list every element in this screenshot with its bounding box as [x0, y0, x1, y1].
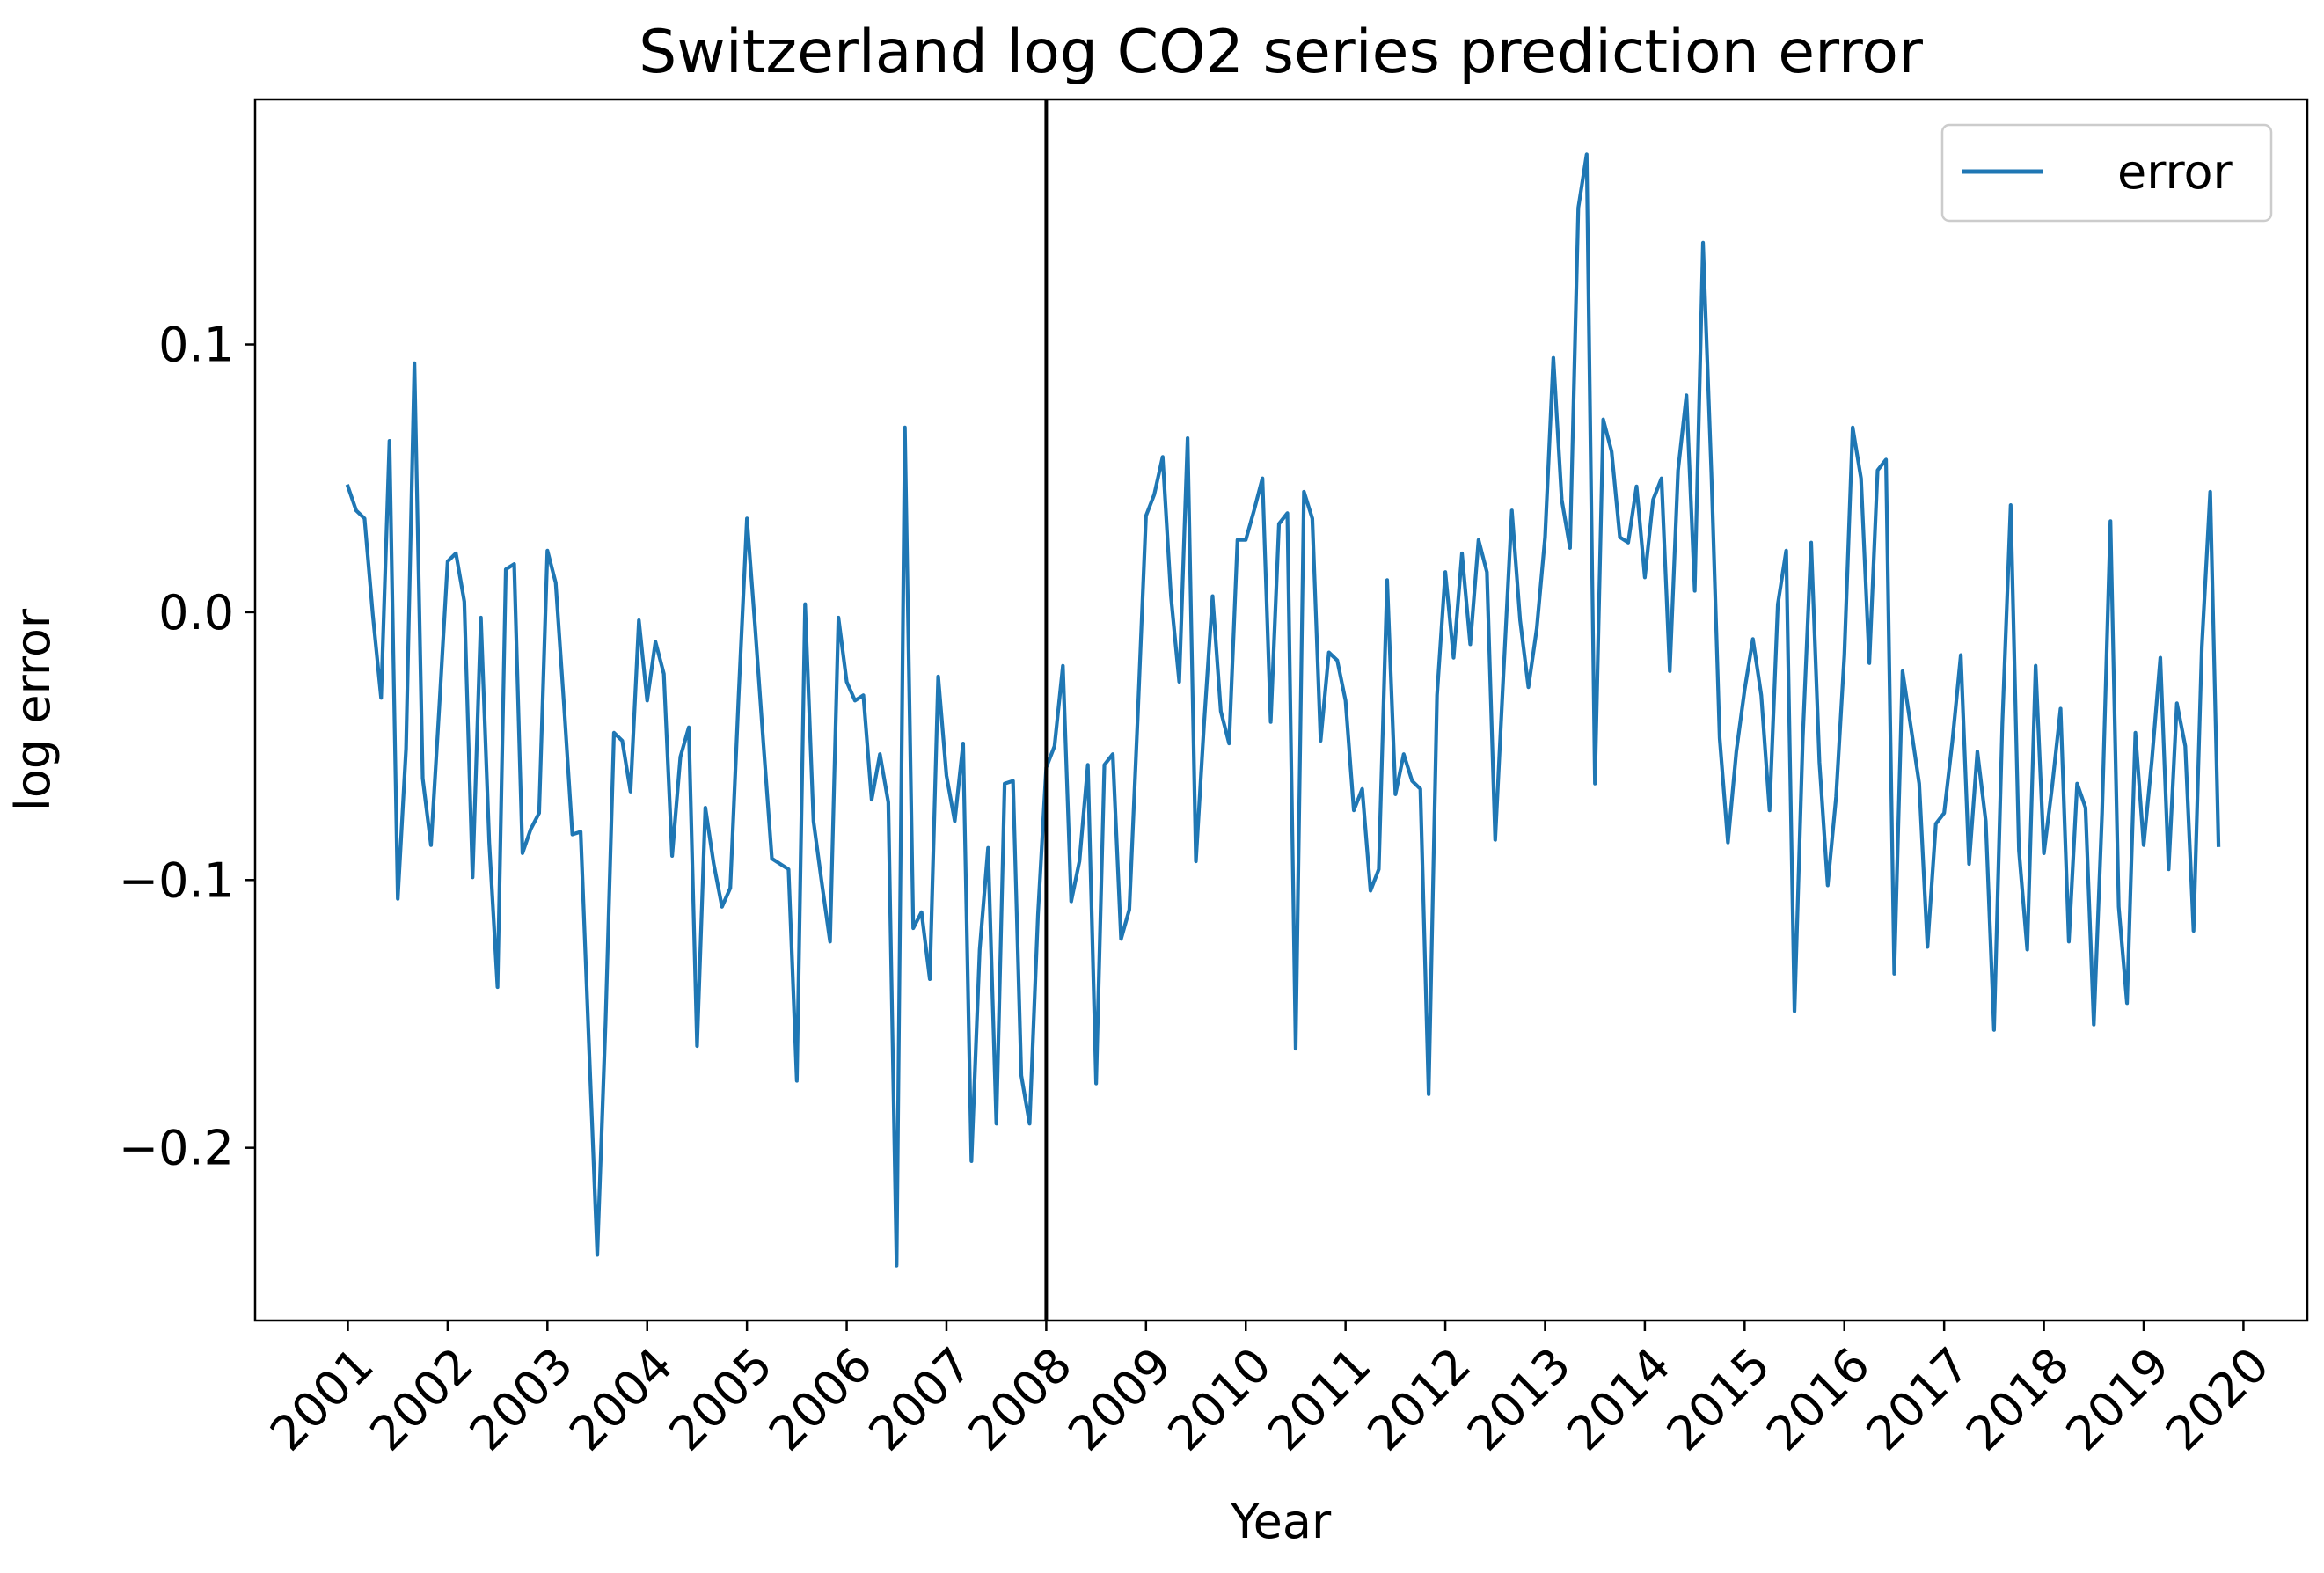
plot-frame — [253, 98, 2309, 1322]
x-tick-label: 2017 — [1856, 1337, 1981, 1462]
x-tick-label: 2011 — [1257, 1337, 1382, 1462]
x-tick-label: 2019 — [2055, 1337, 2180, 1462]
x-tick-label: 2020 — [2155, 1337, 2280, 1462]
x-tick-label: 2012 — [1357, 1337, 1482, 1462]
y-axis-label: log error — [5, 608, 61, 811]
series-line-error — [345, 152, 2221, 1268]
x-tick-label: 2008 — [958, 1337, 1083, 1462]
x-tick-label: 2007 — [858, 1337, 983, 1462]
x-tick-label: 2014 — [1556, 1337, 1681, 1462]
legend-box — [1940, 123, 2273, 223]
x-axis-label: Year — [1230, 1494, 1332, 1549]
y-tick-label: −0.2 — [119, 1121, 234, 1176]
x-tick-label: 2003 — [459, 1337, 584, 1462]
legend-label-error: error — [2117, 144, 2233, 200]
y-axis: 0.1 0.0 −0.1 −0.2 — [119, 318, 255, 1176]
x-tick-label: 2001 — [259, 1337, 384, 1462]
x-tick-label: 2018 — [1955, 1337, 2080, 1462]
plot-data-layer — [345, 99, 2221, 1321]
x-tick-label: 2002 — [359, 1337, 484, 1462]
x-axis: 2001200220032004200520062007200820092010… — [259, 1321, 2280, 1461]
x-tick-label: 2006 — [758, 1337, 883, 1462]
x-tick-label: 2004 — [559, 1337, 683, 1462]
x-tick-label: 2015 — [1656, 1337, 1781, 1462]
y-tick-label: 0.0 — [158, 585, 234, 640]
chart-title: Switzerland log CO2 series prediction er… — [639, 18, 1923, 87]
x-tick-label: 2009 — [1057, 1337, 1182, 1462]
y-tick-label: −0.1 — [119, 852, 234, 908]
x-tick-label: 2016 — [1756, 1337, 1881, 1462]
x-tick-label: 2013 — [1457, 1337, 1582, 1462]
legend: error — [1940, 123, 2273, 223]
y-tick-label: 0.1 — [158, 318, 234, 373]
x-tick-label: 2010 — [1158, 1337, 1283, 1462]
x-tick-label: 2005 — [659, 1337, 784, 1462]
